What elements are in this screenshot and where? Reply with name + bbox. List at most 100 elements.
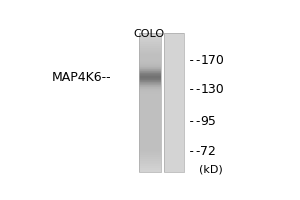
Bar xyxy=(139,56,161,57)
Bar xyxy=(139,171,161,172)
Bar xyxy=(139,84,161,85)
Bar xyxy=(139,47,161,48)
Bar xyxy=(139,145,161,146)
Bar xyxy=(139,93,161,94)
Bar xyxy=(139,147,161,148)
Bar xyxy=(139,80,161,81)
Bar xyxy=(139,142,161,143)
Bar xyxy=(139,38,161,39)
Bar xyxy=(139,131,161,132)
Bar xyxy=(139,82,161,83)
Bar xyxy=(139,43,161,44)
Bar xyxy=(139,157,161,158)
Bar xyxy=(139,58,161,59)
Bar xyxy=(139,86,161,87)
Bar xyxy=(139,110,161,111)
Bar xyxy=(139,154,161,155)
Bar xyxy=(139,68,161,69)
Bar xyxy=(139,122,161,123)
Bar xyxy=(139,65,161,66)
Bar xyxy=(139,136,161,137)
Bar xyxy=(139,75,161,76)
Bar xyxy=(139,154,161,155)
Bar xyxy=(139,128,161,129)
Bar xyxy=(139,113,161,114)
Bar xyxy=(164,33,184,172)
Bar xyxy=(139,112,161,113)
Bar xyxy=(139,138,161,139)
Bar xyxy=(139,143,161,144)
Bar xyxy=(139,95,161,96)
Bar xyxy=(139,117,161,118)
Bar xyxy=(139,71,161,72)
Bar xyxy=(139,48,161,49)
Bar xyxy=(139,108,161,109)
Bar xyxy=(139,137,161,138)
Bar xyxy=(139,35,161,36)
Bar xyxy=(139,163,161,164)
Bar xyxy=(139,88,161,89)
Bar xyxy=(139,107,161,108)
Bar xyxy=(139,84,161,85)
Bar xyxy=(139,158,161,159)
Text: COLO: COLO xyxy=(134,29,165,39)
Bar xyxy=(139,115,161,116)
Bar xyxy=(139,160,161,161)
Bar xyxy=(139,155,161,156)
Bar xyxy=(139,156,161,157)
Bar xyxy=(139,167,161,168)
Bar xyxy=(139,111,161,112)
Bar xyxy=(139,162,161,163)
Bar xyxy=(139,96,161,97)
Bar xyxy=(139,104,161,105)
Bar xyxy=(139,83,161,84)
Bar xyxy=(139,130,161,131)
Bar xyxy=(139,163,161,164)
Bar xyxy=(139,93,161,94)
Bar xyxy=(139,40,161,41)
Bar xyxy=(139,33,161,172)
Bar xyxy=(139,102,161,103)
Bar xyxy=(139,111,161,112)
Bar xyxy=(139,146,161,147)
Bar xyxy=(139,97,161,98)
Bar xyxy=(139,153,161,154)
Bar xyxy=(139,165,161,166)
Bar xyxy=(139,57,161,58)
Text: 72: 72 xyxy=(200,145,216,158)
Bar xyxy=(139,50,161,51)
Bar xyxy=(139,109,161,110)
Bar xyxy=(139,36,161,37)
Bar xyxy=(139,41,161,42)
Bar xyxy=(139,73,161,74)
Bar xyxy=(139,152,161,153)
Bar xyxy=(139,134,161,135)
Bar xyxy=(139,105,161,106)
Bar xyxy=(139,95,161,96)
Bar xyxy=(139,121,161,122)
Bar xyxy=(139,126,161,127)
Bar xyxy=(139,129,161,130)
Text: --: -- xyxy=(188,83,202,96)
Bar xyxy=(139,90,161,91)
Bar xyxy=(139,61,161,62)
Bar xyxy=(139,77,161,78)
Bar xyxy=(139,144,161,145)
Bar xyxy=(139,120,161,121)
Bar xyxy=(139,87,161,88)
Bar xyxy=(139,77,161,78)
Bar xyxy=(139,127,161,128)
Bar xyxy=(139,69,161,70)
Bar xyxy=(139,159,161,160)
Bar xyxy=(139,59,161,60)
Bar xyxy=(139,145,161,146)
Bar xyxy=(139,81,161,82)
Bar xyxy=(139,33,161,34)
Bar xyxy=(139,79,161,80)
Bar xyxy=(139,166,161,167)
Bar xyxy=(139,75,161,76)
Bar xyxy=(139,46,161,47)
Bar xyxy=(139,156,161,157)
Bar xyxy=(139,44,161,45)
Bar xyxy=(139,62,161,63)
